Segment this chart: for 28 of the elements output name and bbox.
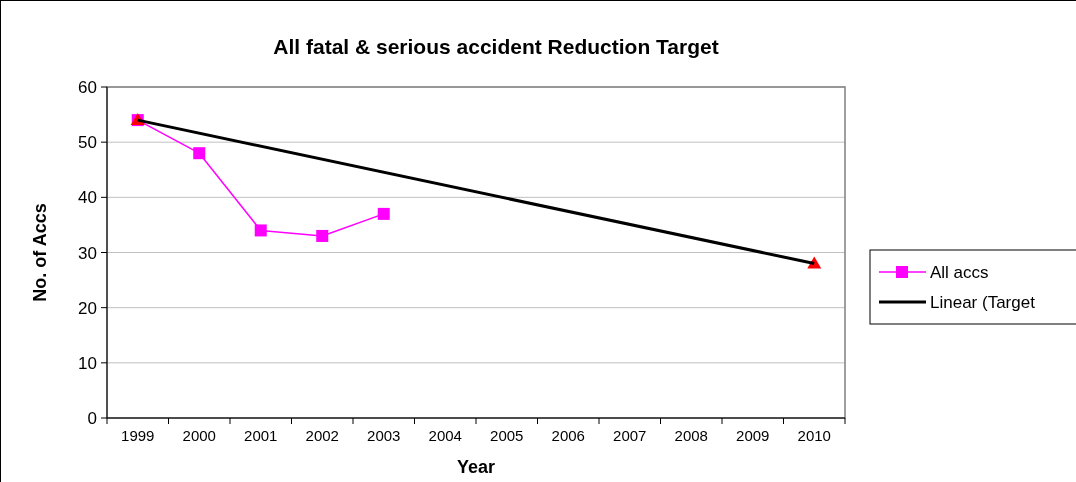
- x-tick-label: 2007: [613, 427, 647, 444]
- x-tick-label: 2001: [244, 427, 278, 444]
- x-tick-label: 2009: [736, 427, 770, 444]
- y-tick-label: 20: [78, 298, 97, 318]
- y-tick-label: 30: [78, 243, 97, 263]
- y-axis-title: No. of Accs: [30, 203, 50, 302]
- point: [316, 229, 329, 242]
- x-tick-label: 2003: [367, 427, 401, 444]
- y-tick-label: 0: [87, 409, 97, 428]
- x-tick-label: 2004: [428, 427, 462, 444]
- x-axis-title: Year: [456, 457, 496, 477]
- x-tick-label: 2010: [797, 427, 831, 444]
- x-tick-label: 2002: [305, 427, 339, 444]
- x-tick-label: 2000: [182, 427, 216, 444]
- x-tick-label: 2008: [674, 427, 708, 444]
- legend-label: Linear (Target: [930, 293, 1036, 312]
- y-tick-label: 50: [78, 133, 97, 153]
- legend-label: All accs: [930, 263, 989, 282]
- chart-title: All fatal & serious accident Reduction Target: [273, 35, 719, 58]
- y-tick-label: 10: [78, 353, 97, 373]
- x-tick-label: 2006: [551, 427, 585, 444]
- point: [193, 147, 206, 160]
- x-tick-label: 1999: [121, 427, 155, 444]
- x-tick-label: 2005: [490, 427, 524, 444]
- point: [377, 207, 390, 220]
- y-tick-label: 40: [78, 188, 97, 208]
- y-tick-label: 60: [78, 78, 97, 97]
- point: [254, 224, 267, 237]
